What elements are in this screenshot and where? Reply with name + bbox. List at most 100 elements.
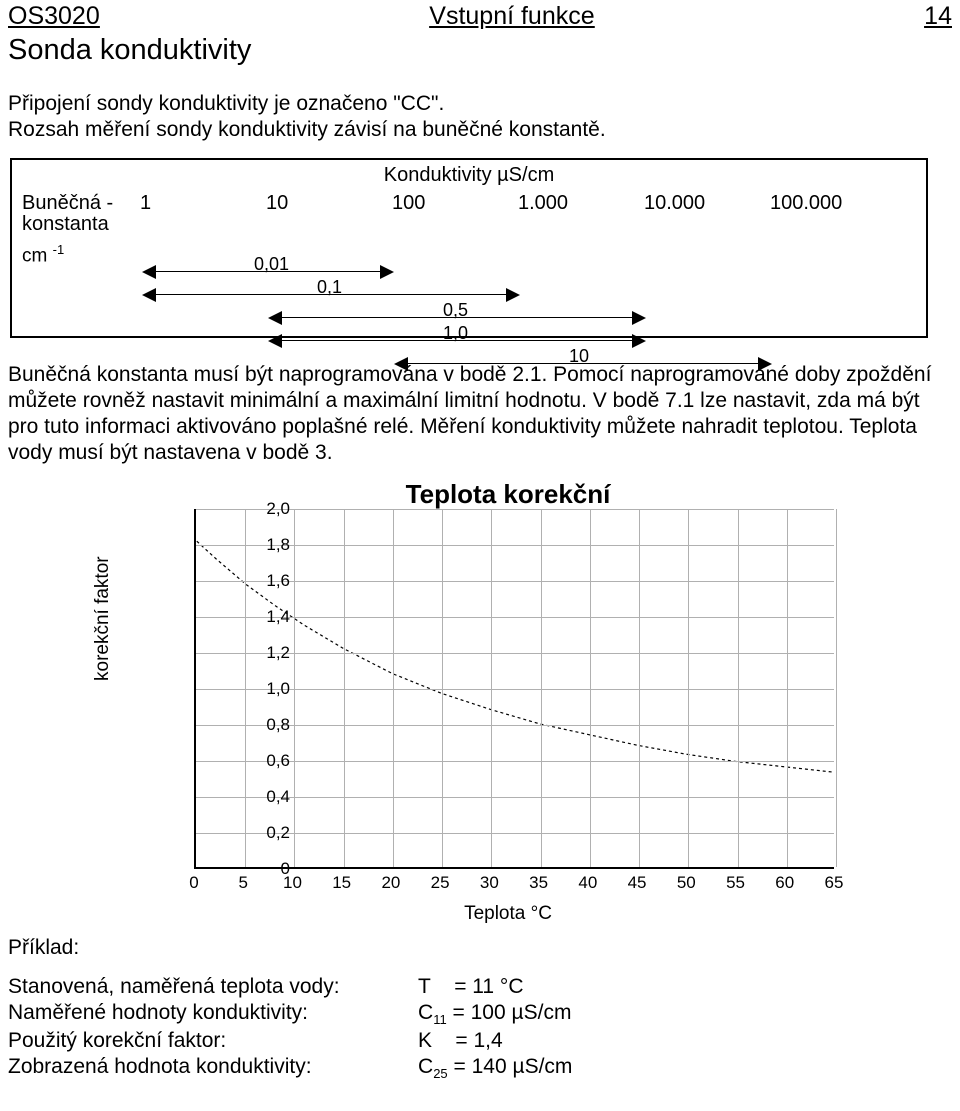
- gridline: [836, 509, 837, 867]
- ytick-label: 1,0: [246, 679, 290, 699]
- xtick-label: 30: [474, 873, 504, 893]
- ytick-label: 1,6: [246, 571, 290, 591]
- arrow-right-icon: [758, 357, 772, 371]
- example-symbol: C: [418, 1001, 433, 1024]
- conductivity-range-diagram: Konduktivity µS/cm Buněčná - 1101001.000…: [10, 158, 928, 338]
- conductivity-tick: 1.000: [518, 192, 644, 215]
- example-label: Naměřené hodnoty konduktivity:: [8, 1001, 418, 1027]
- xtick-label: 5: [228, 873, 258, 893]
- xtick-label: 20: [376, 873, 406, 893]
- ytick-label: 1,2: [246, 643, 290, 663]
- cell-constant-unit-sup: -1: [53, 242, 65, 257]
- example-result: = 11 °C: [454, 975, 523, 998]
- example-value: C25 = 140 µS/cm: [418, 1055, 952, 1081]
- chart-ylabel: korekční faktor: [92, 556, 114, 681]
- correction-chart: Teplota korekční korekční faktor Teplota…: [138, 481, 878, 921]
- example-result: = 100 µS/cm: [453, 1001, 572, 1024]
- chart-plot-area: [194, 509, 834, 869]
- arrow-left-icon: [394, 357, 408, 371]
- gridline: [294, 509, 295, 867]
- cell-constant-unit-text: cm: [22, 245, 47, 266]
- header-left: OS3020: [8, 2, 100, 31]
- ytick-label: 0,8: [246, 715, 290, 735]
- conductivity-range-bar: 0,01: [156, 271, 380, 287]
- cell-constant-label-2: konstanta: [22, 213, 140, 236]
- xtick-label: 55: [721, 873, 751, 893]
- header-right: 14: [924, 2, 952, 31]
- xtick-label: 50: [671, 873, 701, 893]
- gridline: [491, 509, 492, 867]
- arrow-left-icon: [268, 311, 282, 325]
- example-result: = 1,4: [455, 1029, 502, 1052]
- conductivity-tick: 1: [140, 192, 266, 215]
- conductivity-title: Konduktivity µS/cm: [384, 164, 554, 187]
- xtick-label: 15: [327, 873, 357, 893]
- example-value: T = 11 °C: [418, 975, 952, 999]
- xtick-label: 25: [425, 873, 455, 893]
- gridline: [787, 509, 788, 867]
- range-label: 0,5: [443, 300, 468, 321]
- arrow-right-icon: [632, 334, 646, 348]
- conductivity-tick: 10: [266, 192, 392, 215]
- xtick-label: 45: [622, 873, 652, 893]
- ytick-label: 1,8: [246, 535, 290, 555]
- conductivity-range-bar: 10: [408, 363, 758, 379]
- gridline: [344, 509, 345, 867]
- intro-paragraph: Připojení sondy konduktivity je označeno…: [8, 91, 952, 144]
- example-subscript: 11: [433, 1012, 447, 1027]
- range-label: 1,0: [443, 323, 468, 344]
- section-title: Sonda konduktivity: [8, 34, 952, 67]
- conductivity-scale: 1101001.00010.000100.000: [140, 192, 916, 215]
- gridline: [639, 509, 640, 867]
- chart-title: Teplota korekční: [406, 479, 611, 510]
- gridline: [688, 509, 689, 867]
- conductivity-tick: 100.000: [770, 192, 896, 215]
- example-symbol: K: [418, 1029, 432, 1052]
- arrow-left-icon: [268, 334, 282, 348]
- xtick-label: 60: [770, 873, 800, 893]
- example-row: Stanovená, naměřená teplota vody:T = 11 …: [8, 975, 952, 999]
- gridline: [738, 509, 739, 867]
- conductivity-ranges: 0,010,10,51,010: [170, 271, 916, 386]
- example-row: Zobrazená hodnota konduktivity:C25 = 140…: [8, 1055, 952, 1081]
- example-label: Zobrazená hodnota konduktivity:: [8, 1055, 418, 1081]
- example-result: = 140 µS/cm: [454, 1055, 573, 1078]
- example-symbol: C: [418, 1055, 433, 1078]
- cell-constant-label-1: Buněčná -: [22, 192, 140, 215]
- example-label: Použitý korekční faktor:: [8, 1029, 418, 1053]
- conductivity-tick: 100: [392, 192, 518, 215]
- example-value: C11 = 100 µS/cm: [418, 1001, 952, 1027]
- ytick-label: 0,4: [246, 787, 290, 807]
- ytick-label: 0,6: [246, 751, 290, 771]
- xtick-label: 65: [819, 873, 849, 893]
- xtick-label: 35: [524, 873, 554, 893]
- page-header: OS3020 Vstupní funkce 14: [8, 0, 952, 32]
- range-label: 10: [569, 346, 589, 367]
- chart-xlabel: Teplota °C: [464, 903, 552, 925]
- arrow-left-icon: [142, 288, 156, 302]
- example-value: K = 1,4: [418, 1029, 952, 1053]
- gridline: [590, 509, 591, 867]
- range-label: 0,1: [317, 277, 342, 298]
- conductivity-tick: 10.000: [644, 192, 770, 215]
- gridline: [442, 509, 443, 867]
- arrow-right-icon: [506, 288, 520, 302]
- example-symbol: T: [418, 975, 431, 998]
- arrow-left-icon: [142, 265, 156, 279]
- example-block: Stanovená, naměřená teplota vody:T = 11 …: [8, 975, 952, 1081]
- arrow-right-icon: [380, 265, 394, 279]
- xtick-label: 10: [277, 873, 307, 893]
- gridline: [393, 509, 394, 867]
- xtick-label: 40: [573, 873, 603, 893]
- example-title: Příklad:: [8, 935, 952, 961]
- ytick-label: 0,2: [246, 823, 290, 843]
- example-label: Stanovená, naměřená teplota vody:: [8, 975, 418, 999]
- range-label: 0,01: [254, 254, 289, 275]
- example-subscript: 25: [433, 1066, 447, 1081]
- header-center: Vstupní funkce: [429, 2, 594, 31]
- ytick-label: 2,0: [246, 499, 290, 519]
- example-row: Naměřené hodnoty konduktivity:C11 = 100 …: [8, 1001, 952, 1027]
- arrow-right-icon: [632, 311, 646, 325]
- example-row: Použitý korekční faktor:K = 1,4: [8, 1029, 952, 1053]
- cell-constant-unit: cm -1: [22, 242, 140, 267]
